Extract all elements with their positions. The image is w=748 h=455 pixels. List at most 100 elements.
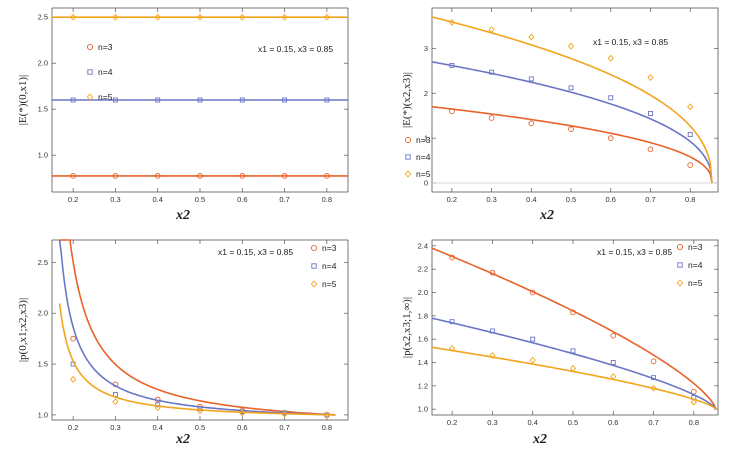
data-point-n=4 [570, 348, 576, 354]
data-point-n=5 [529, 356, 536, 364]
legend-marker [404, 136, 412, 144]
legend-marker [405, 154, 411, 160]
x-tick-label: 0.5 [195, 195, 205, 204]
x-tick-label: 0.2 [447, 418, 457, 427]
series-line-n=5 [431, 16, 713, 184]
y-tick-label: 2.5 [38, 13, 48, 22]
y-tick-label: 2.4 [418, 241, 428, 250]
x-tick-label: 0.2 [447, 195, 457, 204]
data-point-n=5 [70, 375, 77, 383]
legend-marker [404, 170, 412, 178]
y-tick-label: 2.5 [38, 258, 48, 267]
series-line-n=4 [431, 317, 717, 410]
y-tick-label: 2.0 [418, 288, 428, 297]
x-tick-label: 0.3 [110, 423, 120, 432]
x-tick-label: 0.7 [279, 195, 289, 204]
data-point-n=5 [196, 13, 204, 21]
x-tick-label: 0.5 [568, 418, 578, 427]
y-axis-label: |p(0,x1;x2,x3)| [17, 298, 29, 362]
data-point-n=4 [239, 97, 245, 103]
data-point-n=4 [449, 319, 455, 325]
legend-label: n=3 [688, 242, 703, 252]
data-point-n=3 [449, 254, 455, 261]
legend-label: n=5 [98, 92, 113, 102]
x-tick-label: 0.8 [322, 423, 332, 432]
chart-panel-px2: 0.2 0.3 0.4 0.5 0.6 0.7 0.8 1.0 1.2 1.4 1.6 1.8 2.0 2… [401, 239, 719, 447]
x-axis-label: x2 [175, 432, 190, 447]
x-tick-label: 0.8 [322, 195, 332, 204]
data-point-n=3 [489, 269, 496, 276]
y-tick-label: 2.0 [38, 59, 48, 68]
data-point-n=5 [489, 352, 496, 359]
legend-label: n=5 [416, 169, 431, 179]
y-tick-label: 2.2 [418, 265, 428, 274]
data-point-n=5 [488, 26, 495, 34]
y-tick-label: 1.5 [38, 105, 48, 114]
legend-marker [676, 279, 684, 287]
legend-marker [676, 243, 684, 251]
data-point-n=3 [488, 115, 495, 121]
y-tick-label: 1.2 [418, 381, 428, 390]
data-point-n=3 [687, 162, 694, 168]
series-line-n=3 [431, 105, 713, 184]
data-point-n=3 [650, 358, 657, 365]
data-point-n=3 [647, 146, 654, 153]
x-tick-label: 0.4 [527, 418, 537, 427]
plot-frame [431, 7, 719, 193]
plot-frame [431, 239, 719, 416]
x-tick-label: 0.6 [237, 423, 247, 432]
legend-marker [86, 93, 94, 101]
x-tick-label: 0.6 [606, 195, 616, 204]
y-tick-label: 1.4 [418, 358, 428, 367]
y-tick-label: 0 [424, 179, 428, 188]
x-tick-label: 0.6 [237, 195, 247, 204]
y-tick-label: 2 [424, 89, 428, 98]
x-tick-label: 0.4 [526, 195, 536, 204]
x-tick-label: 0.7 [648, 418, 658, 427]
series-line-n=3 [431, 247, 717, 410]
data-point-n=5 [239, 13, 246, 21]
data-point-n=3 [529, 289, 536, 296]
data-point-n=4 [155, 97, 161, 103]
legend-label: n=3 [98, 42, 113, 52]
data-point-n=3 [239, 173, 246, 179]
data-point-n=5 [239, 409, 246, 417]
data-point-n=5 [281, 13, 288, 21]
y-tick-label: 1.0 [38, 410, 48, 419]
data-point-n=3 [197, 173, 203, 179]
x-axis-label: x2 [175, 208, 190, 223]
data-point-n=5 [112, 13, 119, 21]
y-tick-label: 1.6 [418, 335, 428, 344]
data-point-n=4 [651, 375, 656, 381]
x-tick-label: 0.4 [152, 423, 162, 432]
x-axis-label: x2 [539, 208, 554, 223]
legend-marker [86, 43, 94, 51]
data-point-n=4 [530, 336, 536, 342]
data-point-n=4 [687, 132, 693, 138]
data-point-n=5 [647, 74, 654, 82]
data-point-n=4 [112, 97, 118, 103]
y-axis-label: |E(*)(0,x1)| [17, 75, 29, 126]
data-point-n=5 [70, 13, 77, 21]
data-point-n=5 [528, 33, 535, 41]
x-tick-label: 0.6 [608, 418, 618, 427]
data-point-n=3 [70, 335, 76, 342]
data-point-n=4 [648, 111, 653, 116]
data-point-n=3 [568, 126, 574, 133]
data-point-n=5 [323, 13, 330, 21]
data-point-n=3 [610, 332, 617, 339]
data-point-n=3 [570, 309, 576, 316]
x-axis-label: x2 [532, 432, 547, 447]
x-tick-label: 0.8 [685, 195, 695, 204]
series-line-n=4 [431, 61, 713, 184]
legend-marker [677, 262, 683, 268]
legend-label: n=5 [322, 279, 337, 289]
y-tick-label: 1.8 [418, 311, 428, 320]
data-point-n=4 [449, 62, 455, 68]
data-point-n=5 [323, 411, 330, 419]
legend-label: n=4 [688, 260, 703, 270]
data-point-n=4 [489, 69, 495, 75]
data-point-n=4 [282, 97, 288, 103]
data-point-n=5 [569, 364, 577, 372]
data-point-n=4 [324, 97, 330, 103]
